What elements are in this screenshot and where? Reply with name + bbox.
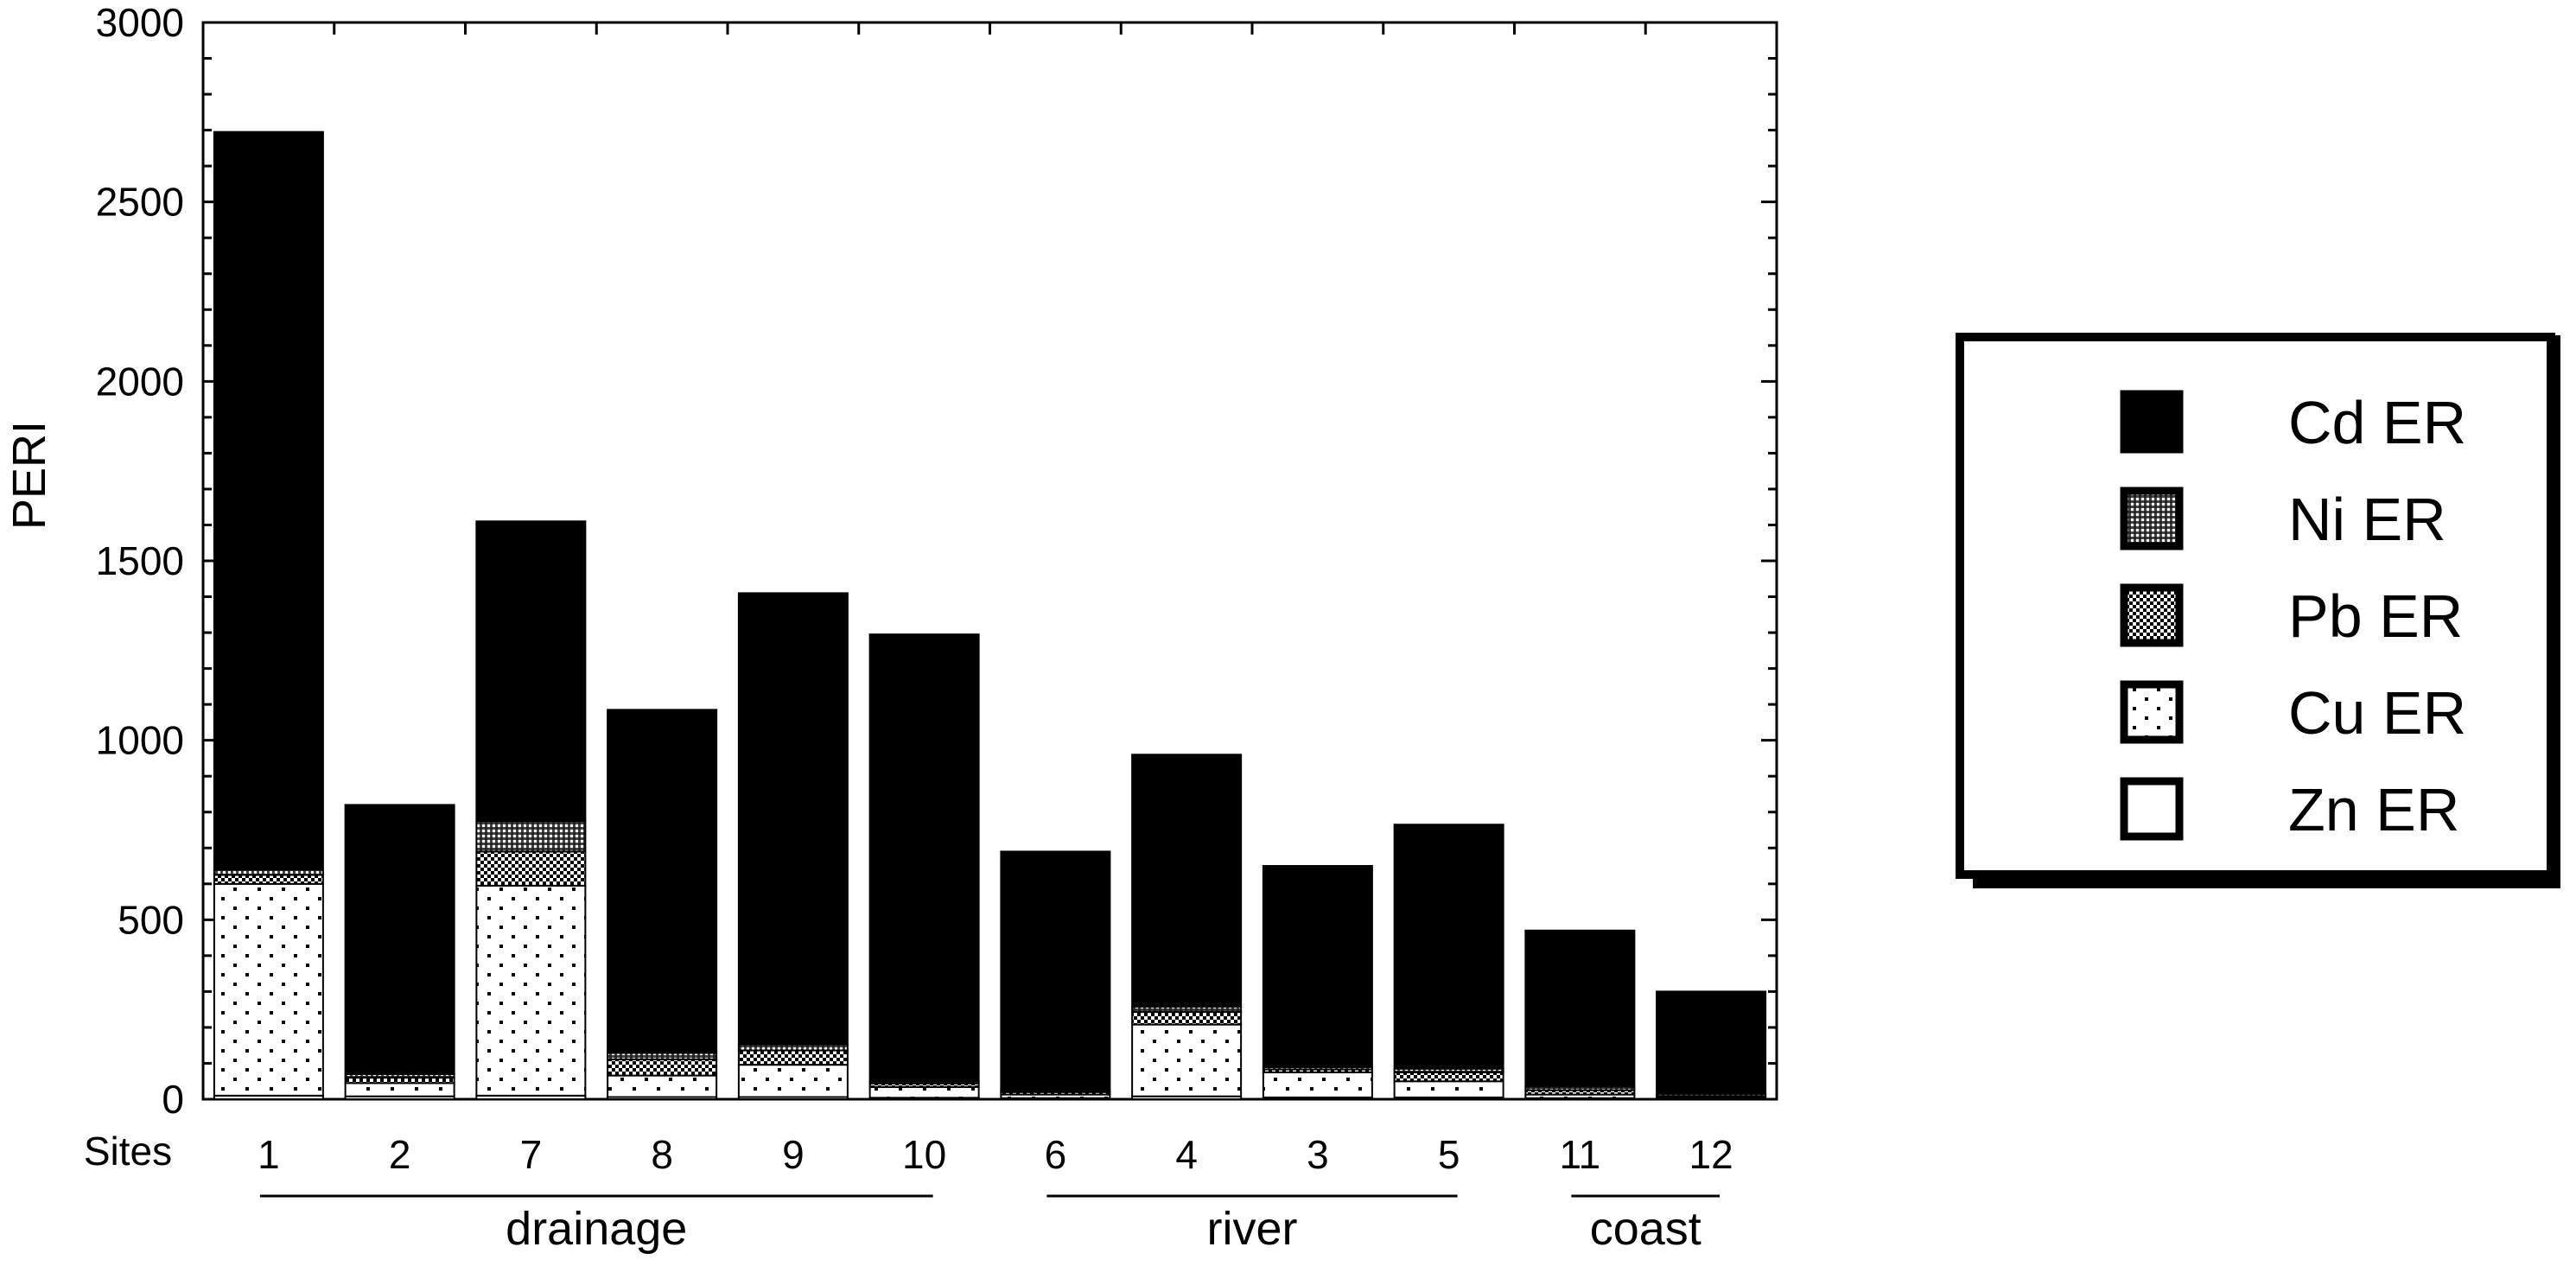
legend-swatch (2120, 777, 2184, 841)
x-tick-label: 5 (1438, 1132, 1460, 1177)
legend-swatch (2120, 583, 2184, 647)
bar-segment-cd-er (344, 804, 455, 1075)
bar-segment-cd-er (1393, 824, 1504, 1070)
y-tick-label: 3000 (96, 0, 184, 45)
x-tick-label: 10 (902, 1132, 946, 1177)
bar-segment-pb-er (1131, 1011, 1243, 1026)
legend-label: Pb ER (2288, 582, 2463, 650)
bar-segment-cu-er (213, 882, 324, 1097)
bars (213, 130, 1767, 1101)
bar-segment-ni-er (475, 820, 587, 853)
bar-segment-cu-er (737, 1064, 849, 1098)
bar-segment-pb-er (475, 850, 587, 887)
x-tick-label: 1 (258, 1132, 280, 1177)
legend-label: Ni ER (2288, 486, 2446, 553)
x-tick-label: 11 (1559, 1132, 1600, 1177)
bar-segment-pb-er (607, 1058, 718, 1077)
legend-swatch (2120, 390, 2184, 454)
x-tick-label: 8 (651, 1132, 673, 1177)
bar-segment-pb-er (737, 1049, 849, 1066)
legend-box (1956, 333, 2555, 879)
bar-segment-cd-er (1000, 850, 1111, 1091)
bar-segment-cd-er (737, 592, 849, 1046)
bar-segment-cu-er (475, 884, 587, 1097)
y-axis-label: PERI (3, 421, 55, 530)
y-axis-tick-labels: 0 500 1000 1500 2000 2500 3000 (96, 0, 184, 1122)
x-tick-label: 2 (389, 1132, 411, 1177)
bar-segment-cu-er (868, 1085, 980, 1099)
group-label: drainage (506, 1203, 687, 1255)
bar-segment-cu-er (1393, 1080, 1504, 1098)
bar-segment-cu-er (1262, 1071, 1373, 1098)
bar-segment-ni-er (607, 1052, 718, 1060)
bar-segment-cd-er (1131, 754, 1243, 1008)
y-tick-label: 1500 (96, 538, 184, 583)
y-tick-label: 2000 (96, 359, 184, 404)
legend-swatch (2120, 680, 2184, 744)
group-label: river (1207, 1203, 1298, 1255)
bar-segment-cd-er (1524, 929, 1636, 1088)
bar-segment-cd-er (868, 633, 980, 1083)
y-axis-ticks (201, 21, 1778, 1101)
x-tick-label: 12 (1689, 1132, 1733, 1177)
bar-segment-cd-er (607, 709, 718, 1054)
x-axis-label: Sites (84, 1129, 172, 1174)
bar-segment-cd-er (1656, 990, 1767, 1095)
bar-segment-pb-er (213, 874, 324, 885)
x-tick-label: 4 (1175, 1132, 1198, 1177)
site-groups: drainage river coast (259, 1194, 1721, 1255)
legend-label: Cu ER (2288, 679, 2466, 747)
x-tick-label: 6 (1045, 1132, 1067, 1177)
bar-segment-ni-er (737, 1043, 849, 1052)
x-tick-label: 9 (782, 1132, 805, 1177)
y-tick-label: 500 (118, 897, 184, 942)
bar-segment-pb-er (1393, 1071, 1504, 1083)
bar-segment-cd-er (475, 520, 587, 823)
x-axis-tick-labels: 1 2 7 8 9 10 6 4 3 5 11 12 (258, 1132, 1733, 1177)
x-tick-label: 3 (1307, 1132, 1329, 1177)
y-tick-label: 0 (162, 1077, 184, 1122)
y-tick-label: 2500 (96, 180, 184, 225)
group-label: coast (1590, 1203, 1701, 1255)
y-tick-label: 1000 (96, 718, 184, 763)
legend-label: Zn ER (2288, 776, 2459, 843)
legend: Cd ER Ni ER Pb ER Cu ER Zn ER (1956, 333, 2560, 888)
x-tick-label: 7 (520, 1132, 543, 1177)
bar-segment-cd-er (213, 130, 324, 871)
bar-segment-cu-er (1131, 1023, 1243, 1097)
bar-segment-cu-er (344, 1082, 455, 1097)
legend-swatch (2120, 487, 2184, 550)
bar-segment-cu-er (607, 1074, 718, 1098)
bar-segment-cd-er (1262, 865, 1373, 1068)
legend-label: Cd ER (2288, 389, 2466, 456)
